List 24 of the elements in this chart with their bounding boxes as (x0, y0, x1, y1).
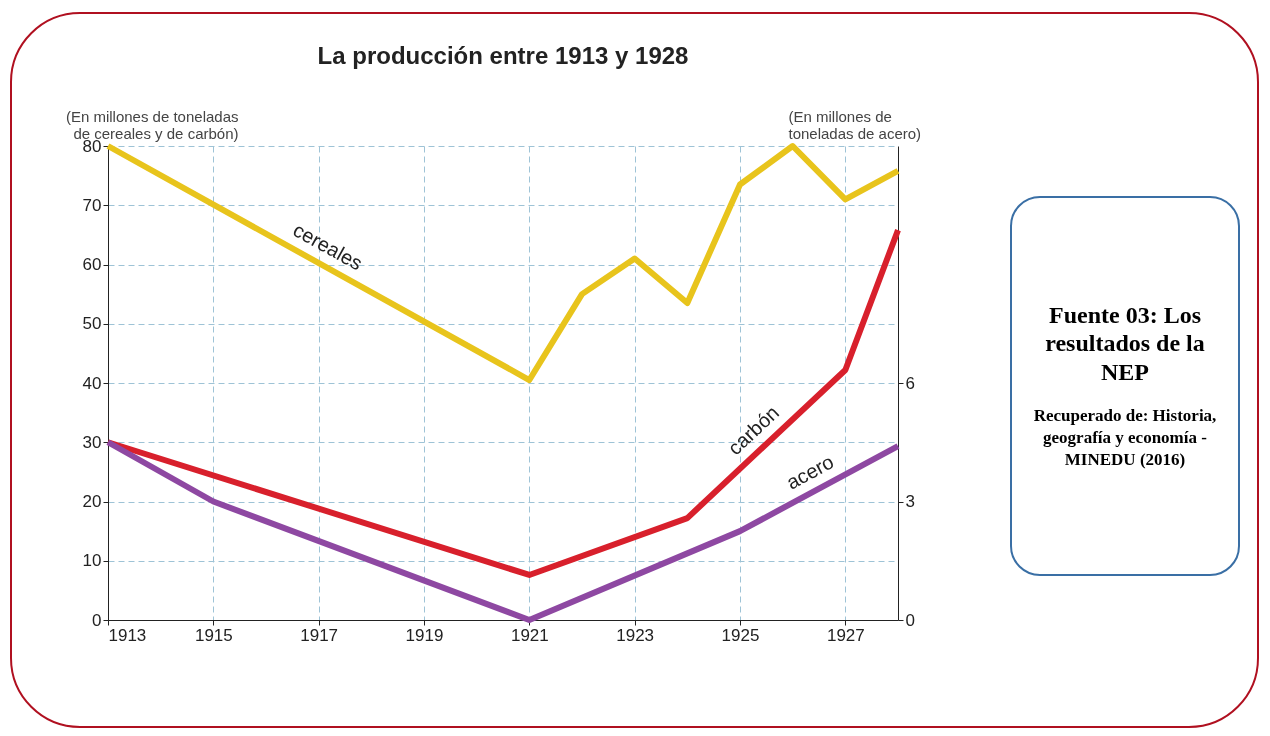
chart-title: La producción entre 1913 y 1928 (317, 42, 689, 69)
y-tick-label: 50 (82, 314, 102, 334)
y2-tick-label: 0 (905, 610, 915, 630)
x-tick-label: 1919 (405, 625, 444, 645)
x-tick-label: 1925 (721, 625, 760, 645)
y2-tick-label: 6 (905, 373, 915, 393)
x-tick-label: 1913 (108, 625, 147, 645)
y-tick-label: 0 (92, 610, 102, 630)
y-tick-label: 40 (82, 373, 102, 393)
y-tick-label: 60 (82, 255, 102, 274)
y-tick-label: 20 (82, 492, 102, 511)
y-tick-label: 70 (82, 195, 102, 215)
x-tick-label: 1923 (616, 625, 655, 645)
x-tick-label: 1927 (826, 625, 865, 645)
text: acero (782, 450, 838, 494)
text: Recuperado de: Historia, geografía y economía - MINEDU (2016) (1032, 405, 1218, 472)
x-tick-label: 1915 (194, 625, 233, 645)
x-tick-label: 1921 (510, 625, 549, 645)
x-tick-label: 1917 (300, 625, 339, 645)
y2-tick-label: 3 (905, 492, 915, 511)
source-note: Fuente 03: Los resultados de la NEP (1044, 300, 1206, 388)
y2-axis-title: (En millones de toneladas de acero) (788, 107, 922, 142)
y-tick-label: 10 (82, 551, 102, 571)
y-tick-label: 30 (82, 432, 102, 452)
